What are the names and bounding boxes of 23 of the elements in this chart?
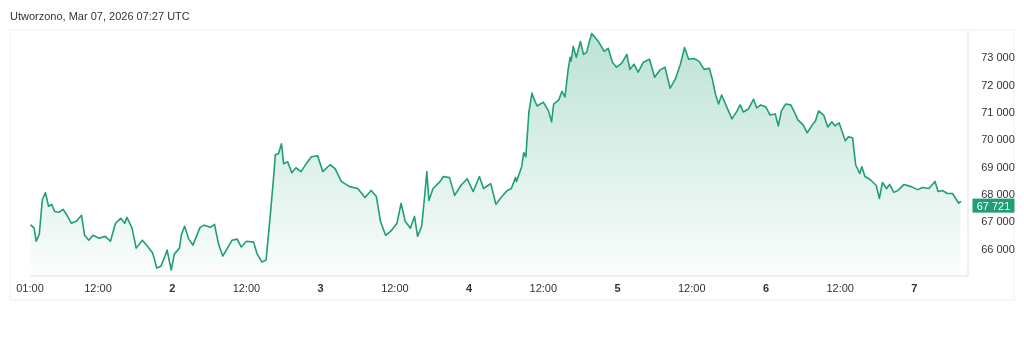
x-tick-label: 12:00 — [232, 282, 261, 294]
y-tick-label: 73 000 — [981, 51, 1015, 64]
y-tick-label: 69 000 — [981, 160, 1015, 173]
x-tick-label: 12:00 — [381, 282, 409, 294]
y-tick-label: 67 000 — [981, 215, 1015, 228]
x-tick-label: 01:00 — [16, 282, 44, 294]
x-tick-label: 6 — [762, 282, 770, 294]
chart-title: Utworzono, Mar 07, 2026 07:27 UTC — [10, 10, 190, 22]
x-tick-label: 3 — [317, 282, 324, 294]
x-tick-label: 7 — [911, 282, 918, 294]
x-tick-label: 12:00 — [826, 282, 854, 294]
y-tick-label: 66 000 — [981, 242, 1015, 255]
y-tick-label: 68 000 — [981, 188, 1015, 200]
x-tick-label: 12:00 — [529, 282, 558, 294]
y-tick-label: 72 000 — [981, 78, 1015, 91]
x-tick-label: 12:00 — [84, 282, 112, 294]
x-tick-label: 12:00 — [677, 282, 706, 294]
annotation: 67 721 — [976, 199, 1011, 212]
y-tick-label: 71 000 — [981, 106, 1015, 118]
x-tick-label: 2 — [169, 282, 176, 294]
x-tick-label: 5 — [614, 282, 621, 294]
y-tick-label: 70 000 — [981, 133, 1015, 146]
x-tick-label: 4 — [466, 282, 474, 294]
